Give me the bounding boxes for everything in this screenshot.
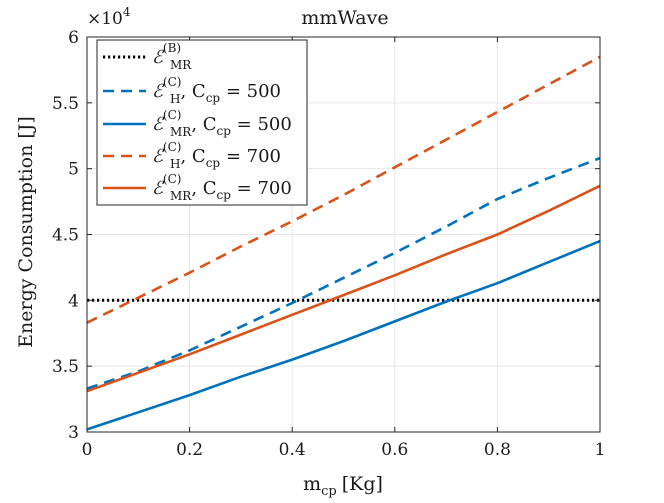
legend-superscript: (B) <box>163 41 181 55</box>
y-tick-label: 6 <box>68 28 79 48</box>
x-tick-label: 0.2 <box>176 440 203 460</box>
y-tick-label: 5.5 <box>52 94 79 114</box>
legend-suffix: , C <box>191 114 216 135</box>
legend-label-1: ℰ(B) MR <box>152 41 192 72</box>
legend-superscript: (C) <box>163 140 182 154</box>
y-tick-label: 3 <box>68 423 79 443</box>
legend-subscript: H <box>170 157 180 171</box>
legend-superscript: (C) <box>163 172 182 186</box>
legend-suffix-sub: cp <box>217 188 232 202</box>
x-label-main: m <box>303 473 321 495</box>
x-tick-label: 0.4 <box>279 440 306 460</box>
series-line-3 <box>86 239 601 431</box>
legend-symbol: ℰ <box>152 114 165 135</box>
tick-layer: 0 0.2 0.4 0.6 0.8 1 3 3.5 4 4.5 5 5.5 6 <box>52 28 605 460</box>
legend-superscript: (C) <box>163 108 182 122</box>
legend-suffix-sub: cp <box>206 91 221 105</box>
x-tick-label: 0 <box>82 440 93 460</box>
legend-symbol: ℰ <box>152 178 165 199</box>
legend-subscript: MR <box>170 58 192 72</box>
y-axis-label: Energy Consumption [J] <box>15 116 37 348</box>
legend-suffix-sub: cp <box>217 124 232 138</box>
legend-suffix-value: = 700 <box>231 178 292 199</box>
legend-symbol: ℰ <box>152 81 165 102</box>
y-tick-label: 4 <box>68 291 79 311</box>
legend-suffix-sub: cp <box>206 156 221 170</box>
y-exponent-power: 4 <box>123 5 131 19</box>
x-label-unit: [Kg] <box>342 473 383 495</box>
y-tick-label: 3.5 <box>52 357 79 377</box>
legend-label-4: ℰ(C) H, Ccp = 700 <box>152 140 281 171</box>
chart-title: mmWave <box>301 7 388 29</box>
legend-subscript: MR <box>170 189 192 203</box>
legend-label-3: ℰ(C) MR, Ccp = 500 <box>152 108 292 139</box>
series-layer <box>86 55 601 431</box>
legend-subscript: H <box>170 92 180 106</box>
series-line-5 <box>86 184 601 393</box>
x-tick-label: 1 <box>595 440 606 460</box>
legend-suffix-value: = 500 <box>220 81 281 102</box>
legend-label-5: ℰ(C) MR, Ccp = 700 <box>152 172 292 203</box>
legend-suffix-value: = 700 <box>220 146 281 167</box>
series-line-4 <box>86 55 601 324</box>
y-exponent-base: ×10 <box>87 9 123 29</box>
legend-subscript: MR <box>170 125 192 139</box>
y-axis-exponent: ×104 <box>87 5 131 29</box>
x-label-sub: cp <box>321 484 337 498</box>
legend-suffix: , C <box>180 146 205 167</box>
y-tick-label: 5 <box>68 160 79 180</box>
legend-symbol: ℰ <box>152 47 165 68</box>
x-tick-label: 0.8 <box>484 440 511 460</box>
legend-symbol: ℰ <box>152 146 165 167</box>
x-tick-label: 0.6 <box>381 440 408 460</box>
y-tick-label: 4.5 <box>52 226 79 246</box>
legend-suffix: , C <box>180 81 205 102</box>
legend-suffix: , C <box>191 178 216 199</box>
legend-box <box>96 39 308 206</box>
x-axis-label: mcp [Kg] <box>303 473 383 498</box>
legend-label-2: ℰ(C) H, Ccp = 500 <box>152 75 281 106</box>
legend-suffix-value: = 500 <box>231 114 292 135</box>
series-line-2 <box>86 156 601 390</box>
legend-superscript: (C) <box>163 75 182 89</box>
